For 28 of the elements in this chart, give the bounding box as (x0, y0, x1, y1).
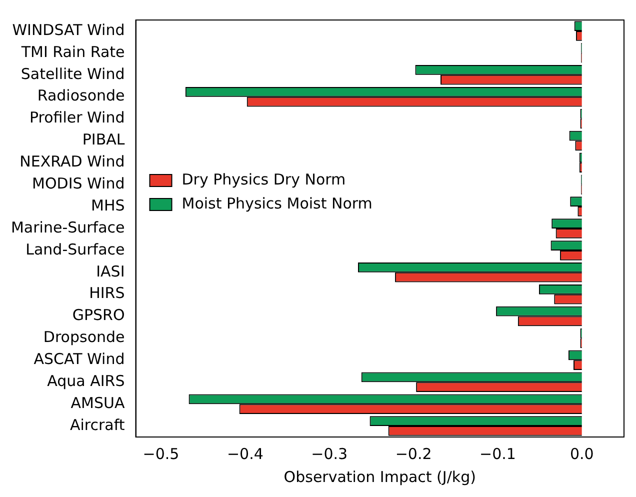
y-tick-label: Profiler Wind (29, 108, 125, 127)
x-tick-label: −0.4 (226, 444, 264, 463)
y-tick-label: Satellite Wind (20, 64, 125, 83)
x-tick-label: 0.0 (570, 444, 594, 463)
y-tick-label: Aircraft (70, 416, 125, 434)
y-tick-label: PIBAL (82, 130, 126, 149)
x-tick-label: −0.3 (311, 444, 348, 463)
y-tick-label: AMSUA (70, 394, 126, 412)
y-tick-label: HIRS (89, 284, 125, 302)
y-tick-label: Land-Surface (26, 240, 125, 258)
x-tick-label: −0.1 (480, 444, 516, 463)
legend-label: Dry Physics Dry Norm (182, 170, 346, 188)
y-tick-label: GPSRO (72, 306, 125, 324)
y-tick-label: Radiosonde (37, 86, 125, 105)
x-tick-label: −0.5 (142, 444, 180, 463)
y-tick-label: TMI Rain Rate (20, 42, 125, 61)
y-tick-label: ASCAT Wind (34, 350, 125, 368)
y-tick-label: Marine-Surface (10, 218, 125, 236)
y-tick-label: Dropsonde (43, 328, 125, 346)
x-axis-title: Observation Impact (J/kg) (284, 468, 476, 486)
y-tick-label: NEXRAD Wind (20, 152, 125, 171)
y-tick-label: Aqua AIRS (47, 372, 125, 390)
y-tick-label: MODIS Wind (32, 174, 125, 192)
x-tick-label: −0.2 (395, 444, 432, 463)
y-tick-label: IASI (96, 262, 125, 280)
y-tick-label: MHS (91, 196, 125, 214)
legend-label: Moist Physics Moist Norm (182, 194, 372, 212)
y-tick-label: WINDSAT Wind (12, 20, 125, 39)
